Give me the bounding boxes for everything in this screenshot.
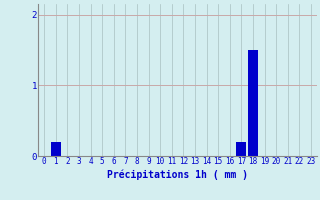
- Bar: [51, 142, 61, 156]
- Bar: [248, 50, 258, 156]
- X-axis label: Précipitations 1h ( mm ): Précipitations 1h ( mm ): [107, 169, 248, 180]
- Bar: [236, 142, 246, 156]
